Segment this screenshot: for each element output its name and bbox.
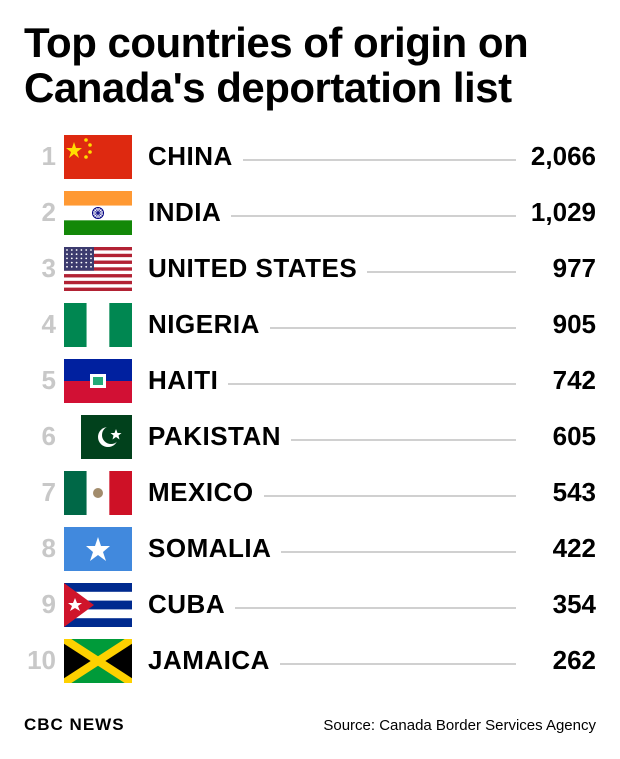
divider-line	[264, 495, 516, 497]
rank-number: 10	[24, 645, 56, 676]
deportation-count: 2,066	[526, 141, 596, 172]
flag-icon-haiti	[64, 359, 132, 403]
country-name: MEXICO	[148, 477, 254, 508]
list-item: 7 MEXICO 543	[24, 465, 596, 521]
country-name: CUBA	[148, 589, 225, 620]
flag-icon-pakistan	[64, 415, 132, 459]
country-name: SOMALIA	[148, 533, 271, 564]
divider-line	[291, 439, 516, 441]
flag-icon-somalia	[64, 527, 132, 571]
divider-line	[367, 271, 516, 273]
flag-icon-cuba	[64, 583, 132, 627]
chart-title: Top countries of origin on Canada's depo…	[24, 20, 596, 111]
list-item: 8 SOMALIA 422	[24, 521, 596, 577]
source-label: Source: Canada Border Services Agency	[323, 717, 596, 734]
list-item: 5 HAITI 742	[24, 353, 596, 409]
country-name: PAKISTAN	[148, 421, 281, 452]
divider-line	[243, 159, 516, 161]
rank-number: 2	[24, 197, 56, 228]
flag-icon-jamaica	[64, 639, 132, 683]
deportation-count: 905	[526, 309, 596, 340]
rank-number: 1	[24, 141, 56, 172]
deportation-count: 977	[526, 253, 596, 284]
divider-line	[231, 215, 516, 217]
list-item: 1 CHINA 2,066	[24, 129, 596, 185]
deportation-count: 605	[526, 421, 596, 452]
list-item: 6 PAKISTAN 605	[24, 409, 596, 465]
rank-number: 5	[24, 365, 56, 396]
deportation-count: 543	[526, 477, 596, 508]
divider-line	[280, 663, 516, 665]
country-name: HAITI	[148, 365, 218, 396]
country-name: INDIA	[148, 197, 221, 228]
country-name: CHINA	[148, 141, 233, 172]
flag-icon-nigeria	[64, 303, 132, 347]
flag-icon-china	[64, 135, 132, 179]
divider-line	[235, 607, 516, 609]
ranked-list: 1 CHINA 2,066 2 INDIA 1,029 3 UNITED STA…	[24, 129, 596, 689]
flag-icon-india	[64, 191, 132, 235]
deportation-count: 262	[526, 645, 596, 676]
rank-number: 4	[24, 309, 56, 340]
deportation-count: 422	[526, 533, 596, 564]
list-item: 10 JAMAICA 262	[24, 633, 596, 689]
rank-number: 3	[24, 253, 56, 284]
flag-icon-usa	[64, 247, 132, 291]
deportation-count: 742	[526, 365, 596, 396]
country-name: UNITED STATES	[148, 253, 357, 284]
list-item: 4 NIGERIA 905	[24, 297, 596, 353]
rank-number: 7	[24, 477, 56, 508]
deportation-count: 354	[526, 589, 596, 620]
list-item: 2 INDIA 1,029	[24, 185, 596, 241]
rank-number: 9	[24, 589, 56, 620]
divider-line	[270, 327, 516, 329]
flag-icon-mexico	[64, 471, 132, 515]
country-name: JAMAICA	[148, 645, 270, 676]
rank-number: 6	[24, 421, 56, 452]
rank-number: 8	[24, 533, 56, 564]
country-name: NIGERIA	[148, 309, 260, 340]
divider-line	[281, 551, 516, 553]
brand-label: CBC NEWS	[24, 715, 125, 735]
list-item: 9 CUBA 354	[24, 577, 596, 633]
list-item: 3 UNITED STATES 977	[24, 241, 596, 297]
divider-line	[228, 383, 516, 385]
deportation-count: 1,029	[526, 197, 596, 228]
